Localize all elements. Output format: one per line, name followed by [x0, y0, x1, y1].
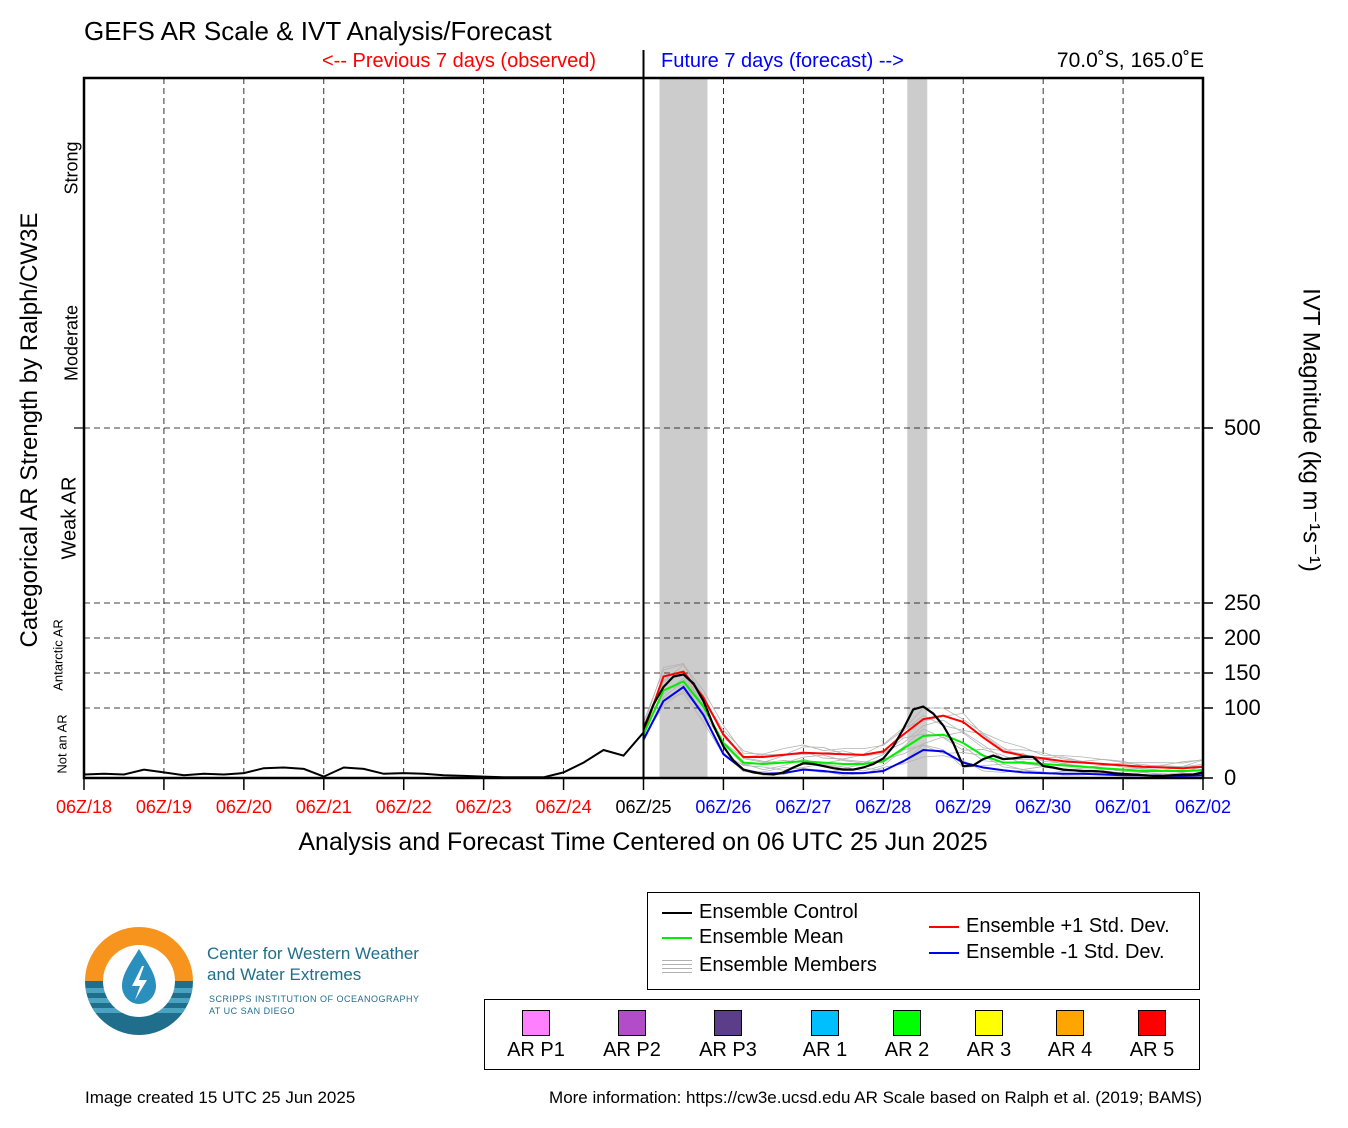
- ar-scale-5-swatch: [1138, 1010, 1166, 1036]
- ensemble-control-line: [642, 673, 1204, 778]
- legend: Ensemble Control Ensemble Mean Ensemble …: [647, 892, 1200, 990]
- legend-minus-std-swatch: [929, 951, 959, 954]
- ar-scale-4-label: AR 4: [1047, 1039, 1093, 1061]
- ar-scale-p2-swatch: [618, 1010, 646, 1036]
- logo-line4: AT UC SAN DIEGO: [209, 1006, 296, 1016]
- ar-scale-1-label: AR 1: [802, 1039, 848, 1061]
- x-tick-label: 06Z/18: [55, 797, 113, 817]
- forecast-label: Future 7 days (forecast) -->: [661, 50, 904, 72]
- ar-scale-4: AR 4: [1030, 1010, 1110, 1062]
- x-tick-label: 06Z/19: [135, 797, 192, 817]
- ar-scale-5-label: AR 5: [1129, 1039, 1175, 1061]
- ar-scale-2-label: AR 2: [884, 1039, 930, 1061]
- legend-mean: Ensemble Mean: [662, 926, 844, 949]
- cw3e-logo: [84, 926, 194, 1036]
- observed-ivt-line: [83, 731, 645, 779]
- x-axis-title: Analysis and Forecast Time Centered on 0…: [298, 828, 988, 856]
- ar-scale-3-swatch: [975, 1010, 1003, 1036]
- x-tick-label: 06Z/22: [375, 797, 432, 817]
- y-tick-label: 250: [1224, 590, 1261, 615]
- ensemble-member-line: [643, 671, 1204, 771]
- ensemble-member-line: [643, 663, 1204, 764]
- footer-info: More information: https://cw3e.ucsd.edu …: [549, 1088, 1202, 1107]
- legend-members-swatch: [662, 959, 692, 973]
- observed-label: <-- Previous 7 days (observed): [322, 50, 597, 72]
- ar-scale-1: AR 1: [785, 1010, 865, 1062]
- x-tick-label: 06Z/26: [695, 797, 752, 817]
- cw3e-logo-icon: [85, 927, 193, 1035]
- location-label: 70.0˚S, 165.0˚E: [1056, 49, 1204, 72]
- ensemble-mean-line: [642, 680, 1204, 772]
- x-tick-label: 06Z/21: [295, 797, 352, 817]
- ar-scale-p3-label: AR P3: [699, 1039, 757, 1061]
- right-axis-title: IVT Magnitude (kg m⁻¹s⁻¹): [1297, 288, 1325, 572]
- ar-scale-p1-label: AR P1: [507, 1039, 565, 1061]
- legend-control-label: Ensemble Control: [699, 901, 858, 923]
- legend-plus-std: Ensemble +1 Std. Dev.: [929, 915, 1170, 938]
- logo-title: Center for Western Weather and Water Ext…: [207, 943, 419, 985]
- logo-line1: Center for Western Weather: [207, 944, 419, 963]
- logo-line3: SCRIPPS INSTITUTION OF OCEANOGRAPHY: [209, 994, 420, 1004]
- ar-scale-3-label: AR 3: [966, 1039, 1012, 1061]
- logo-subtitle: SCRIPPS INSTITUTION OF OCEANOGRAPHY AT U…: [209, 993, 420, 1017]
- y-tick-label: 500: [1224, 415, 1261, 440]
- ar-scale-2-swatch: [893, 1010, 921, 1036]
- ensemble-plus-std-line: [642, 670, 1204, 770]
- ar-scale-1-swatch: [811, 1010, 839, 1036]
- ar-scale-p2-label: AR P2: [603, 1039, 661, 1061]
- legend-minus-std: Ensemble -1 Std. Dev.: [929, 941, 1165, 964]
- legend-minus-std-label: Ensemble -1 Std. Dev.: [966, 941, 1165, 963]
- y-tick-label: 0: [1224, 765, 1237, 790]
- x-tick-label: 06Z/02: [1174, 797, 1232, 817]
- category-moderate: Moderate: [61, 304, 82, 382]
- ar-scale-3: AR 3: [949, 1010, 1029, 1062]
- left-axis-title: Categorical AR Strength by Ralph/CW3E: [16, 212, 43, 648]
- legend-mean-label: Ensemble Mean: [699, 926, 844, 948]
- ar-scale-2: AR 2: [867, 1010, 947, 1062]
- ar-scale-legend: AR P1 AR P2 AR P3 AR 1 AR 2 AR 3 AR 4 AR…: [484, 999, 1200, 1070]
- x-tick-label: 06Z/24: [535, 797, 592, 817]
- footer-created: Image created 15 UTC 25 Jun 2025: [85, 1088, 356, 1107]
- y-tick-label: 150: [1224, 660, 1261, 685]
- ar-scale-p2: AR P2: [592, 1010, 672, 1062]
- x-tick-label: 06Z/23: [455, 797, 512, 817]
- x-tick-label: 06Z/01: [1095, 797, 1152, 817]
- y-tick-label: 100: [1224, 695, 1261, 720]
- category-strong: Strong: [61, 141, 82, 195]
- legend-plus-std-swatch: [929, 925, 959, 928]
- ar-scale-p3: AR P3: [688, 1010, 768, 1062]
- x-tick-label: 06Z/28: [855, 797, 912, 817]
- legend-mean-swatch: [662, 936, 692, 939]
- x-tick-label: 06Z/25: [615, 797, 672, 817]
- ar-scale-4-swatch: [1056, 1010, 1084, 1036]
- chart-title: GEFS AR Scale & IVT Analysis/Forecast: [84, 16, 552, 46]
- logo-line2: and Water Extremes: [207, 965, 362, 984]
- ar-scale-5: AR 5: [1112, 1010, 1192, 1062]
- legend-members-label: Ensemble Members: [699, 954, 877, 976]
- x-tick-label: 06Z/29: [935, 797, 992, 817]
- x-tick-label: 06Z/20: [215, 797, 272, 817]
- legend-members: Ensemble Members: [662, 954, 877, 977]
- x-tick-label: 06Z/30: [1015, 797, 1072, 817]
- ensemble-member-line: [643, 677, 1204, 772]
- category-not-ar: Not an AR: [54, 714, 70, 774]
- x-tick-label: 06Z/27: [775, 797, 832, 817]
- ar-scale-p1-swatch: [522, 1010, 550, 1036]
- ar-scale-p3-swatch: [714, 1010, 742, 1036]
- legend-control: Ensemble Control: [662, 901, 858, 924]
- ar-scale-p1: AR P1: [496, 1010, 576, 1062]
- y-tick-label: 200: [1224, 625, 1261, 650]
- category-antarctic: Antarctic AR: [50, 619, 66, 691]
- legend-plus-std-label: Ensemble +1 Std. Dev.: [966, 915, 1170, 937]
- legend-control-swatch: [662, 911, 692, 914]
- ivt-chart: [74, 50, 1213, 790]
- ensemble-member-line: [643, 680, 1204, 776]
- category-weak: Weak AR: [58, 476, 81, 560]
